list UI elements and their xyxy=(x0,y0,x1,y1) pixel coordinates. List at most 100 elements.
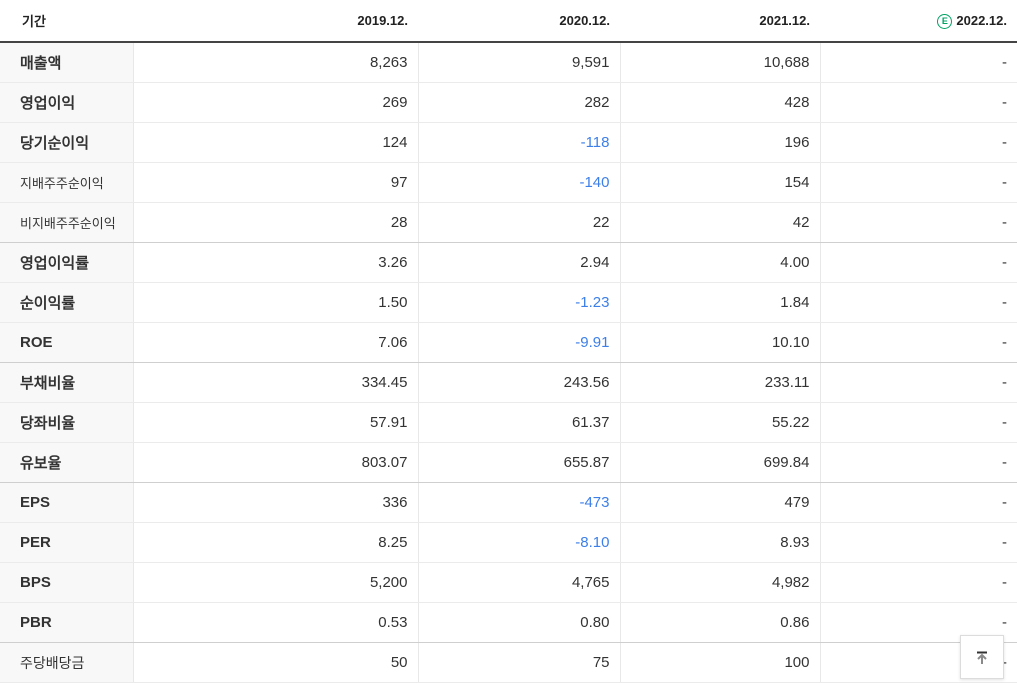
cell-value: 655.87 xyxy=(417,442,620,483)
cell-value: 428 xyxy=(619,82,820,123)
cell-value: -140 xyxy=(417,162,620,203)
scroll-to-top-button[interactable] xyxy=(960,635,1004,679)
cell-value: 1.50 xyxy=(132,282,418,323)
cell-value: 0.86 xyxy=(619,602,820,643)
table-row: ROE 7.06 -9.91 10.10- xyxy=(0,322,1017,363)
cell-value: 42 xyxy=(619,202,820,243)
table-row: 영업이익률 3.26 2.94 4.00- xyxy=(0,242,1017,283)
table-row: BPS 5,200 4,765 4,982- xyxy=(0,562,1017,603)
row-label: 지배주주순이익 xyxy=(0,162,133,203)
row-label: 당기순이익 xyxy=(0,122,133,163)
cell-value: 57.91 xyxy=(132,402,418,443)
cell-value: 10,688 xyxy=(619,42,820,83)
table-header-row: 기간 2019.12. 2020.12. 2021.12. E 2022.12. xyxy=(0,0,1017,43)
row-label: 주당배당금 xyxy=(0,642,133,683)
table-row: 영업이익 269 282 428- xyxy=(0,82,1017,123)
col-header-2022-12-estimate: E 2022.12. xyxy=(820,0,1017,43)
cell-value: -8.10 xyxy=(417,522,620,563)
cell-value: 4.00 xyxy=(619,242,820,283)
cell-value: 50 xyxy=(132,642,418,683)
cell-value: 3.26 xyxy=(132,242,418,283)
cell-value: 4,765 xyxy=(417,562,620,603)
cell-value: 4,982 xyxy=(619,562,820,603)
cell-value: 9,591 xyxy=(417,42,620,83)
table-row: 당좌비율 57.91 61.37 55.22- xyxy=(0,402,1017,443)
row-label: 비지배주주순이익 xyxy=(0,202,133,243)
row-label: BPS xyxy=(0,562,133,603)
cell-value: 0.53 xyxy=(132,602,418,643)
cell-value: - xyxy=(819,122,1017,163)
cell-value: 282 xyxy=(417,82,620,123)
cell-value: 233.11 xyxy=(619,362,820,403)
cell-value: 699.84 xyxy=(619,442,820,483)
cell-value: 97 xyxy=(132,162,418,203)
col-header-2020-12: 2020.12. xyxy=(418,0,620,43)
row-label: 순이익률 xyxy=(0,282,133,323)
estimate-icon: E xyxy=(937,13,953,29)
cell-value: 803.07 xyxy=(132,442,418,483)
cell-value: 8.93 xyxy=(619,522,820,563)
cell-value: -118 xyxy=(417,122,620,163)
row-label: 영업이익률 xyxy=(0,242,133,283)
row-label: 매출액 xyxy=(0,42,133,83)
cell-value: 1.84 xyxy=(619,282,820,323)
cell-value: 75 xyxy=(417,642,620,683)
row-label: 영업이익 xyxy=(0,82,133,123)
col-header-2021-12: 2021.12. xyxy=(620,0,820,43)
cell-value: 22 xyxy=(417,202,620,243)
cell-value: 10.10 xyxy=(619,322,820,363)
cell-value: 8.25 xyxy=(132,522,418,563)
cell-value: 2.94 xyxy=(417,242,620,283)
table-row: 당기순이익 124 -118 196- xyxy=(0,122,1017,163)
cell-value: - xyxy=(819,482,1017,523)
row-label: PBR xyxy=(0,602,133,643)
cell-value: 124 xyxy=(132,122,418,163)
cell-value: 479 xyxy=(619,482,820,523)
cell-value: 100 xyxy=(619,642,820,683)
cell-value: - xyxy=(819,402,1017,443)
cell-value: - xyxy=(819,82,1017,123)
financial-table-body: 매출액 8,263 9,591 10,688- 영업이익 269 282 428- 당기순이익 1… xyxy=(0,42,1017,683)
table-row: 주당배당금 50 75 100- xyxy=(0,642,1017,683)
col-header-2019-12: 2019.12. xyxy=(133,0,418,43)
cell-value: 243.56 xyxy=(417,362,620,403)
table-row: 유보율 803.07 655.87 699.84- xyxy=(0,442,1017,483)
row-label: 유보율 xyxy=(0,442,133,483)
cell-value: 7.06 xyxy=(132,322,418,363)
cell-value: 8,263 xyxy=(132,42,418,83)
cell-value: 269 xyxy=(132,82,418,123)
cell-value: 154 xyxy=(619,162,820,203)
table-row: PBR 0.53 0.80 0.86- xyxy=(0,602,1017,643)
cell-value: 196 xyxy=(619,122,820,163)
cell-value: 336 xyxy=(132,482,418,523)
table-row: 부채비율 334.45 243.56 233.11- xyxy=(0,362,1017,403)
table-row: 지배주주순이익 97 -140 154- xyxy=(0,162,1017,203)
cell-value: - xyxy=(819,202,1017,243)
table-row: 비지배주주순이익 28 22 42- xyxy=(0,202,1017,243)
cell-value: 61.37 xyxy=(417,402,620,443)
cell-value: - xyxy=(819,162,1017,203)
col-header-2022-label: 2022.12. xyxy=(956,12,1007,28)
cell-value: - xyxy=(819,522,1017,563)
cell-value: -473 xyxy=(417,482,620,523)
cell-value: 5,200 xyxy=(132,562,418,603)
row-label: EPS xyxy=(0,482,133,523)
cell-value: 55.22 xyxy=(619,402,820,443)
row-label: 부채비율 xyxy=(0,362,133,403)
table-row: 순이익률 1.50 -1.23 1.84- xyxy=(0,282,1017,323)
cell-value: -1.23 xyxy=(417,282,620,323)
cell-value: - xyxy=(819,442,1017,483)
cell-value: - xyxy=(819,42,1017,83)
table-row: 매출액 8,263 9,591 10,688- xyxy=(0,42,1017,83)
cell-value: 0.80 xyxy=(417,602,620,643)
row-label: PER xyxy=(0,522,133,563)
table-row: EPS 336 -473 479- xyxy=(0,482,1017,523)
cell-value: - xyxy=(819,362,1017,403)
cell-value: - xyxy=(819,322,1017,363)
row-label: 당좌비율 xyxy=(0,402,133,443)
row-label: ROE xyxy=(0,322,133,363)
table-row: PER 8.25 -8.10 8.93- xyxy=(0,522,1017,563)
cell-value: 334.45 xyxy=(132,362,418,403)
cell-value: -9.91 xyxy=(417,322,620,363)
